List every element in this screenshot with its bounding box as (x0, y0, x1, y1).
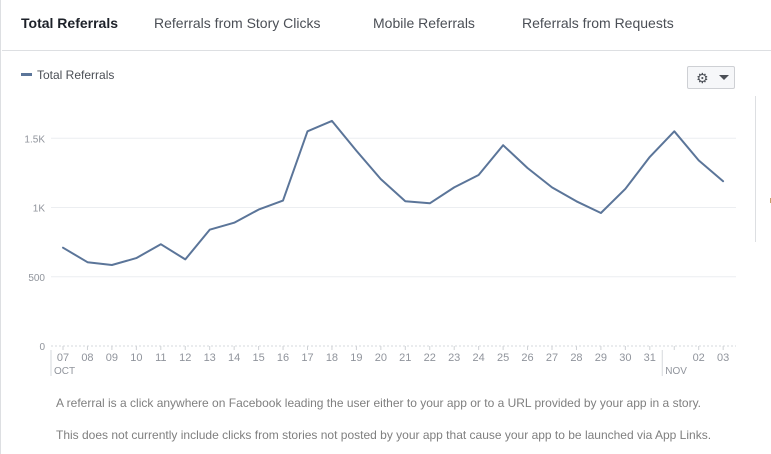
x-tick-label: 20 (375, 352, 387, 364)
x-tick-label: 17 (301, 352, 313, 364)
x-tick-label: 18 (326, 352, 338, 364)
x-tick-label: 12 (179, 352, 191, 364)
tab-referrals-from-story-clicks[interactable]: Referrals from Story Clicks (154, 15, 321, 31)
x-tick-label: 25 (497, 352, 509, 364)
gear-icon: ⚙ (696, 70, 709, 86)
y-tick-label: 1K (33, 204, 46, 215)
x-tick-label: 15 (252, 352, 264, 364)
x-tick-label: 10 (130, 352, 142, 364)
x-tick-label: 02 (693, 352, 705, 364)
month-label: OCT (54, 366, 75, 377)
x-tick-label: 21 (399, 352, 411, 364)
x-tick-label: 29 (595, 352, 607, 364)
x-tick-label: 23 (448, 352, 460, 364)
x-tick-label: 09 (106, 352, 118, 364)
x-tick-label: 31 (644, 352, 656, 364)
x-tick-label: 26 (521, 352, 533, 364)
legend-label: Total Referrals (37, 68, 115, 82)
tab-total-referrals[interactable]: Total Referrals (21, 15, 118, 31)
month-label: NOV (665, 366, 687, 377)
chart-settings-button[interactable]: ⚙ (687, 66, 735, 89)
x-tick-label: 07 (57, 352, 69, 364)
app-links-disclaimer-note: This does not currently include clicks f… (56, 428, 712, 442)
x-tick-label: 27 (546, 352, 558, 364)
series-line-total-referrals (62, 119, 725, 266)
x-tick-label: 19 (350, 352, 362, 364)
y-tick-label: 0 (39, 342, 45, 353)
referral-definition-note: A referral is a click anywhere on Facebo… (56, 396, 702, 410)
y-tick-label: 1.5K (24, 134, 45, 145)
x-tick-label: 22 (424, 352, 436, 364)
side-panel-edge (755, 96, 756, 242)
tab-mobile-referrals[interactable]: Mobile Referrals (373, 15, 475, 31)
x-tick-label: 08 (81, 352, 93, 364)
x-tick-label: 14 (228, 352, 240, 364)
x-tick-label: 11 (155, 352, 166, 364)
x-tick-label: 16 (277, 352, 289, 364)
x-tick-label: 13 (204, 352, 216, 364)
legend-swatch (21, 73, 32, 76)
x-tick-label: 28 (570, 352, 582, 364)
chevron-down-icon (719, 75, 729, 80)
x-tick-label: 03 (717, 352, 729, 364)
referral-tabs: Total Referrals Referrals from Story Cli… (2, 0, 771, 51)
x-tick-label: 24 (473, 352, 485, 364)
y-tick-label: 500 (28, 273, 45, 284)
x-tick-label: 30 (619, 352, 631, 364)
tab-referrals-from-requests[interactable]: Referrals from Requests (522, 15, 674, 31)
